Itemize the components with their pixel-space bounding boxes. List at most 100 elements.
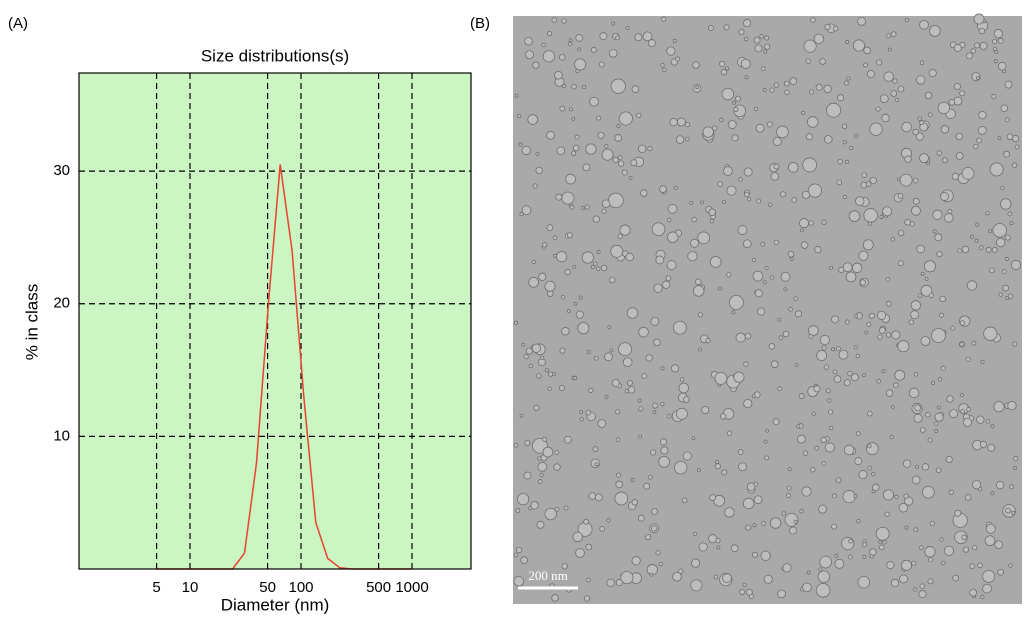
particle	[735, 95, 742, 102]
particle	[582, 85, 587, 90]
particle	[523, 471, 532, 480]
particle	[695, 85, 700, 90]
particle	[574, 58, 587, 71]
particle	[760, 241, 766, 247]
particle	[578, 295, 583, 300]
particle	[992, 46, 998, 52]
particle	[604, 352, 613, 362]
particle	[521, 145, 531, 156]
particle	[673, 460, 688, 475]
particle	[864, 330, 869, 335]
particle	[936, 405, 941, 410]
particle	[974, 42, 980, 49]
micrograph: 200 nm	[513, 13, 1022, 604]
particle	[583, 595, 591, 602]
particle	[742, 18, 752, 28]
particle	[951, 172, 960, 181]
particle	[515, 546, 523, 554]
particle	[858, 250, 869, 261]
particle	[551, 372, 556, 377]
particle	[914, 404, 921, 412]
particle	[727, 120, 737, 129]
particle	[565, 173, 576, 185]
particle	[971, 340, 977, 346]
particle	[993, 401, 1005, 413]
particle	[599, 32, 608, 41]
particle	[769, 275, 774, 280]
particle	[544, 368, 549, 373]
particle	[919, 60, 925, 66]
particle	[922, 485, 935, 499]
particle	[608, 276, 616, 284]
particle	[811, 411, 816, 416]
particle	[973, 13, 985, 25]
particle	[726, 272, 732, 278]
particle	[675, 135, 685, 144]
particle	[566, 308, 571, 313]
particle	[620, 571, 634, 585]
particle	[596, 249, 601, 254]
particle	[637, 144, 647, 154]
particle	[621, 169, 628, 176]
particle	[604, 394, 609, 399]
particle	[767, 202, 773, 207]
particle	[854, 134, 859, 138]
particle	[886, 561, 895, 570]
particle	[881, 369, 886, 374]
particle	[950, 325, 956, 331]
particle	[614, 134, 623, 142]
particle	[756, 198, 762, 204]
particle	[513, 575, 525, 587]
particle	[940, 125, 950, 134]
particle	[912, 177, 919, 184]
particle	[715, 460, 719, 464]
particle	[743, 398, 753, 409]
particle	[976, 76, 980, 80]
particle	[802, 450, 809, 456]
particle	[662, 280, 671, 289]
particle	[537, 479, 543, 484]
particle	[684, 121, 691, 128]
particle	[572, 144, 580, 152]
particle	[919, 153, 929, 164]
particle	[597, 131, 605, 139]
particle	[653, 338, 661, 347]
particle	[842, 194, 848, 200]
particle	[696, 468, 701, 473]
particle	[659, 438, 667, 446]
particle	[573, 301, 578, 306]
particle	[824, 23, 831, 31]
particle	[805, 133, 813, 141]
particle	[571, 116, 576, 121]
particle	[628, 176, 633, 180]
particle	[1001, 269, 1007, 274]
particle	[753, 495, 763, 505]
particle	[862, 554, 867, 559]
particle	[1005, 507, 1011, 514]
particle	[575, 548, 585, 558]
particle	[641, 373, 648, 380]
particle	[869, 548, 877, 556]
particle	[690, 238, 700, 248]
particle	[584, 204, 590, 210]
particle	[733, 371, 745, 383]
particle	[772, 137, 782, 147]
particle	[763, 49, 768, 54]
particle	[819, 555, 832, 569]
particle	[994, 540, 1003, 549]
particle	[528, 276, 539, 288]
particle	[742, 582, 747, 588]
particle	[1005, 296, 1010, 301]
particle	[540, 355, 545, 360]
particle	[786, 485, 792, 491]
particle	[1004, 117, 1010, 123]
plot-border	[78, 72, 472, 570]
particle	[577, 47, 581, 52]
particle	[978, 110, 987, 120]
particle	[531, 343, 542, 353]
particle	[528, 363, 534, 369]
particle	[941, 560, 946, 566]
particle	[1004, 257, 1009, 262]
x-tick-label: 50	[259, 579, 276, 596]
particle	[651, 525, 658, 532]
